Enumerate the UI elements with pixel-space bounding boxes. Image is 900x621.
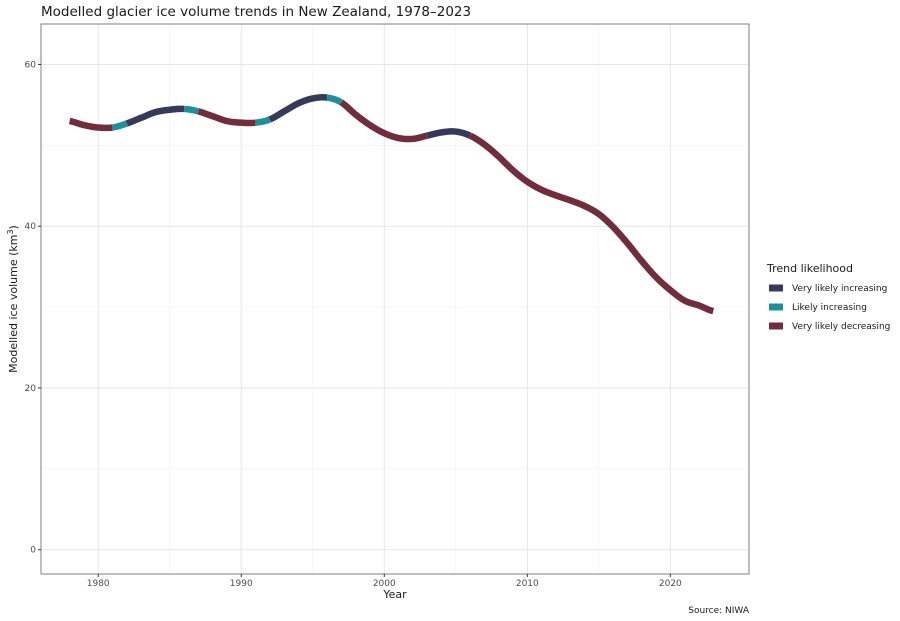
plot-border [40, 23, 750, 575]
x-tick-label: 2010 [516, 579, 539, 589]
series-segment [268, 94, 329, 123]
series-segment [182, 105, 200, 115]
series-segment [125, 105, 186, 127]
legend-key [769, 284, 783, 292]
chart-title: Modelled glacier ice volume trends in Ne… [41, 4, 471, 20]
caption: Source: NIWA [688, 606, 750, 616]
x-tick-label: 2000 [373, 579, 396, 589]
series-segment [254, 116, 272, 126]
y-tick-label: 20 [25, 384, 37, 394]
y-tick-label: 40 [25, 222, 37, 232]
x-tick-label: 1980 [87, 579, 110, 589]
x-tick-label: 1990 [230, 579, 253, 589]
y-axis-title: Modelled ice volume (km3) [6, 225, 20, 373]
x-tick-label: 2020 [659, 579, 682, 589]
legend-key [769, 303, 783, 311]
legend-title: Trend likelihood [766, 262, 853, 275]
series-segment [339, 99, 429, 143]
legend-label: Very likely decreasing [792, 322, 890, 332]
series-layer [68, 94, 715, 315]
legend-key [769, 322, 783, 330]
series-segment [68, 117, 114, 132]
series-segment [425, 128, 472, 139]
y-axis-title-main: Modelled ice volume (km [7, 235, 20, 373]
grid-layer [41, 24, 749, 574]
legend-entries: Very likely increasing Likely increasing V… [769, 284, 890, 332]
series-segment [196, 108, 258, 127]
series-segment [468, 132, 715, 315]
axis-layer: 1980 1990 2000 2010 2020 0 20 40 60 [25, 60, 683, 589]
legend: Trend likelihood Very likely increasing L… [766, 262, 890, 332]
plot-panel [41, 24, 749, 574]
legend-label: Likely increasing [792, 303, 867, 313]
y-axis-title-sup: 3 [6, 229, 15, 234]
y-tick-label: 60 [25, 60, 37, 70]
series-segment [111, 120, 129, 131]
y-tick-label: 0 [30, 546, 36, 556]
x-axis-title: Year [382, 588, 407, 601]
legend-label: Very likely increasing [792, 284, 887, 294]
series-segment [325, 94, 343, 106]
y-axis-title-close: ) [7, 225, 20, 229]
